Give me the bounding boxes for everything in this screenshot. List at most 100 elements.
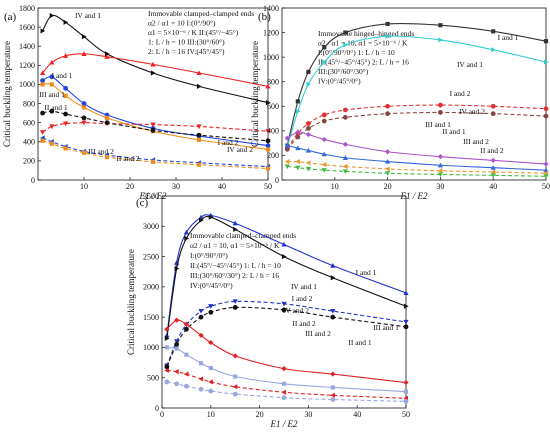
y-tick-label: 2000 [143, 283, 159, 292]
data-point [198, 332, 204, 338]
data-point [208, 214, 214, 220]
curve-label: I and 2 [292, 294, 313, 303]
data-point [265, 138, 271, 144]
data-point [174, 266, 180, 272]
series-line [286, 131, 547, 165]
data-point [281, 307, 287, 313]
data-point [330, 309, 336, 314]
data-point [104, 54, 110, 59]
data-point [208, 304, 214, 309]
curve-label: III and 1 [425, 120, 451, 129]
data-point [330, 385, 335, 390]
y-tick-label: 1500 [143, 313, 159, 322]
data-point [104, 120, 110, 126]
data-point [183, 371, 189, 377]
curve-label: II and 1 [442, 127, 466, 136]
curve-label: II and 2 [292, 319, 316, 328]
data-point [322, 59, 327, 65]
data-point [208, 309, 214, 315]
data-point [232, 391, 238, 397]
data-point [183, 321, 189, 328]
data-point [49, 59, 55, 65]
x-tick-label: 10 [80, 182, 88, 191]
info-line: Immovable clamped–clamped ends [148, 9, 254, 18]
curve-label: IV and 2 [459, 107, 485, 116]
data-point [174, 317, 180, 323]
data-point [284, 143, 290, 148]
data-point [232, 305, 238, 310]
x-tick-label: 30 [436, 182, 444, 191]
info-line: I:(0°/90°/0°) [190, 251, 228, 260]
y-tick-label: 400 [267, 127, 279, 136]
data-point [232, 353, 238, 359]
y-tick-label: 1200 [263, 28, 279, 37]
curve-label: III and 2 [88, 147, 114, 156]
data-point [281, 301, 287, 307]
plot-frame [281, 7, 547, 181]
data-point [403, 303, 409, 309]
series-line [166, 300, 407, 366]
data-point [208, 339, 214, 346]
y-tick-label: 0 [155, 404, 159, 413]
data-point [150, 159, 156, 164]
data-point [284, 146, 290, 152]
data-point [164, 345, 169, 350]
data-point [164, 367, 169, 374]
data-point [490, 165, 496, 170]
data-point [330, 314, 336, 320]
data-point [49, 82, 54, 87]
data-point [150, 70, 156, 76]
series-line [286, 104, 547, 149]
data-point [321, 168, 327, 173]
data-point [150, 127, 156, 133]
data-point [305, 166, 311, 172]
info-line: I:(0°/90°/0°) 1: L / h = 10 [318, 48, 395, 57]
curve-label: IV and 2 [283, 306, 309, 315]
data-point [198, 314, 204, 320]
data-point [403, 379, 409, 386]
y-tick-label: 600 [267, 102, 279, 111]
data-point [543, 161, 549, 167]
y-tick-label: 3000 [143, 222, 159, 231]
panel-label: (c) [136, 197, 149, 209]
y-axis-title: Critical buckling temperature [250, 41, 260, 147]
chart-panel: 0 200 400 600 800 1000 1200 1400 1600 1800 10 20 30 4… [2, 4, 272, 201]
series-line [166, 319, 407, 384]
data-point [233, 226, 238, 232]
data-point [49, 108, 55, 114]
data-point [491, 29, 496, 34]
data-point [403, 389, 409, 394]
data-point [438, 37, 443, 43]
data-point [306, 81, 311, 87]
data-point [81, 34, 87, 40]
x-tick-label: 30 [304, 410, 312, 419]
data-point [330, 392, 335, 398]
curve-label: II and 2 [116, 154, 140, 163]
data-point [385, 149, 391, 155]
curve-label: I and 1 [356, 268, 377, 277]
data-point [342, 107, 348, 113]
data-point [63, 19, 69, 25]
info-line: III:(30°/60°/30°) [318, 67, 369, 76]
info-line: α2 / α1 = 10 I:(0°/90°) [148, 19, 216, 28]
y-tick-label: 1400 [19, 42, 35, 51]
data-point [81, 120, 87, 126]
x-tick-label: 10 [331, 182, 339, 191]
x-tick-label: 20 [384, 182, 392, 191]
data-point [40, 82, 45, 87]
data-point [174, 339, 180, 344]
data-point [306, 121, 311, 126]
data-point [49, 124, 55, 130]
data-point [81, 105, 87, 110]
data-point [63, 111, 68, 117]
data-point [281, 366, 287, 372]
x-tick-label: 50 [402, 410, 410, 419]
series-line [287, 165, 547, 177]
y-tick-label: 1400 [263, 4, 279, 13]
y-tick-label: 1000 [263, 53, 279, 62]
y-tick-label: 2500 [143, 252, 159, 261]
data-point [232, 299, 238, 304]
data-point [265, 166, 271, 171]
data-point [184, 235, 189, 241]
